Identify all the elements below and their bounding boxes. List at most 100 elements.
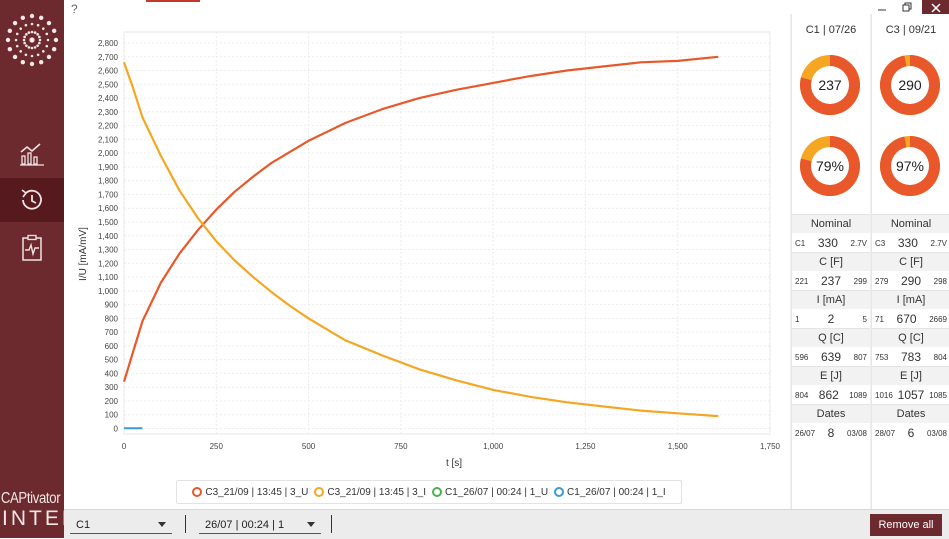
metric-value: 8 (827, 426, 835, 440)
metric-label: Nominal (872, 214, 949, 233)
restore-icon (902, 2, 912, 12)
y-tick-label: 2,500 (98, 80, 119, 89)
capacity-donut: 237 (794, 49, 866, 121)
x-tick-label: 750 (394, 442, 408, 451)
y-tick-label: 400 (105, 369, 119, 378)
metric-max: 298 (933, 276, 947, 286)
series-line-2[interactable] (122, 61, 719, 418)
capacitor-select-value: C1 (76, 518, 91, 531)
metric-max: 2669 (929, 314, 947, 324)
metric-label: Q [C] (872, 328, 949, 347)
measurement-select[interactable]: 26/07 | 00:24 | 1 (199, 516, 321, 534)
metric-min: C3 (875, 238, 886, 248)
x-tick-label: 250 (210, 442, 224, 451)
metric-value: 783 (900, 350, 922, 364)
y-tick-label: 100 (105, 411, 119, 420)
y-tick-label: 1,100 (98, 273, 119, 282)
metric-values: 753 783 804 (872, 347, 949, 367)
brand-line2: INTEL (2, 507, 77, 530)
y-tick-label: 2,100 (98, 135, 119, 144)
y-tick-label: 1,600 (98, 204, 119, 213)
legend-marker-icon (432, 487, 442, 497)
metric-value: 290 (900, 274, 922, 288)
metric-min: 28/07 (875, 428, 896, 438)
x-tick-label: 0 (122, 442, 127, 451)
metric-label: I [mA] (792, 290, 870, 309)
metric-values: 28/07 6 03/08 (872, 423, 949, 443)
y-tick-label: 1,800 (98, 177, 119, 186)
nav-item-report[interactable] (0, 226, 64, 270)
y-tick-label: 200 (105, 397, 119, 406)
history-clock-icon (21, 189, 42, 210)
series-line-1[interactable] (122, 55, 719, 383)
remove-all-button[interactable]: Remove all (870, 514, 942, 536)
help-button[interactable]: ? (71, 2, 78, 16)
brand-line1: CAPtivator (0, 490, 61, 507)
line-chart[interactable]: 0 100 200 300 400 500 600 700 800 900 1,000 1,100 1,… (64, 14, 790, 504)
x-tick-label: 1,750 (760, 442, 781, 451)
separator (185, 515, 186, 533)
legend-item[interactable]: C3_21/09 | 13:45 | 3_I (314, 487, 426, 498)
legend-item[interactable]: C1_26/07 | 00:24 | 1_I (554, 487, 666, 498)
metric-min: 1016 (875, 390, 893, 400)
y-tick-label: 2,300 (98, 108, 119, 117)
metric-max: 1085 (929, 390, 947, 400)
metric-values: 596 639 807 (792, 347, 870, 367)
y-tick-label: 2,400 (98, 94, 119, 103)
y-tick-label: 1,500 (98, 218, 119, 227)
nav-item-history[interactable] (0, 178, 64, 222)
svg-text:290: 290 (898, 77, 922, 93)
close-button[interactable] (922, 0, 949, 16)
capacitor-column-2: C3 | 09/21 290 97% Nominal C3 330 2.7V C [F] 279… (871, 14, 949, 509)
metric-values: 279 290 298 (872, 271, 949, 291)
metric-min: 26/07 (795, 428, 816, 438)
legend-item[interactable]: C1_26/07 | 00:24 | 1_U (432, 487, 548, 498)
metric-max: 5 (862, 314, 867, 324)
y-tick-label: 1,000 (98, 287, 119, 296)
sidebar: CAPtivator INTEL (0, 0, 77, 538)
metric-values: C1 330 2.7V (792, 233, 870, 253)
capacity-donut: 290 (874, 49, 946, 121)
metric-label: Nominal (792, 214, 870, 233)
metric-max: 804 (933, 352, 947, 362)
chevron-down-icon (307, 522, 315, 527)
chart-legend: C3_21/09 | 13:45 | 3_U C3_21/09 | 13:45 |… (176, 480, 682, 504)
minimize-button[interactable] (872, 0, 892, 14)
metric-value: 670 (896, 312, 917, 326)
chevron-down-icon (158, 522, 166, 527)
legend-item[interactable]: C3_21/09 | 13:45 | 3_U (192, 487, 308, 498)
metric-max: 1089 (849, 390, 867, 400)
y-tick-label: 2,000 (98, 149, 119, 158)
nav-item-charts[interactable] (0, 132, 64, 176)
x-tick-label: 1,000 (483, 442, 504, 451)
capacitor-summary-panel: C1 | 07/26 237 79% Nominal C1 330 2.7V C [F] 221… (790, 14, 949, 509)
separator (331, 515, 332, 533)
legend-label: C3_21/09 | 13:45 | 3_I (327, 486, 426, 498)
metric-label: Q [C] (792, 328, 870, 347)
y-tick-label: 2,600 (98, 67, 119, 76)
metric-max: 2.7V (930, 238, 947, 248)
health-donut: 97% (874, 130, 946, 202)
bottom-bar: C1 26/07 | 00:24 | 1 Remove all (64, 509, 949, 539)
metric-values: 804 862 1089 (792, 385, 870, 405)
restore-button[interactable] (897, 0, 917, 14)
metric-value: 330 (897, 236, 918, 250)
line-chart-icon (20, 143, 44, 166)
x-tick-label: 500 (302, 442, 316, 451)
measurement-select-value: 26/07 | 00:24 | 1 (205, 518, 285, 531)
metric-value: 862 (818, 388, 839, 402)
minimize-icon (878, 9, 886, 11)
metric-label: Dates (792, 404, 870, 423)
column-title: C3 | 09/21 (885, 24, 937, 36)
metric-values: 1016 1057 1085 (872, 385, 949, 405)
legend-label: C1_26/07 | 00:24 | 1_I (567, 486, 666, 498)
metric-max: 03/08 (846, 428, 867, 438)
metric-max: 2.7V (850, 238, 867, 248)
metric-label: E [J] (872, 366, 949, 385)
metric-value: 639 (820, 350, 842, 364)
svg-text:97%: 97% (896, 158, 924, 174)
clipboard-monitor-icon (22, 234, 42, 261)
health-donut: 79% (794, 130, 866, 202)
metric-label: C [F] (792, 252, 870, 271)
capacitor-select[interactable]: C1 (70, 516, 172, 534)
